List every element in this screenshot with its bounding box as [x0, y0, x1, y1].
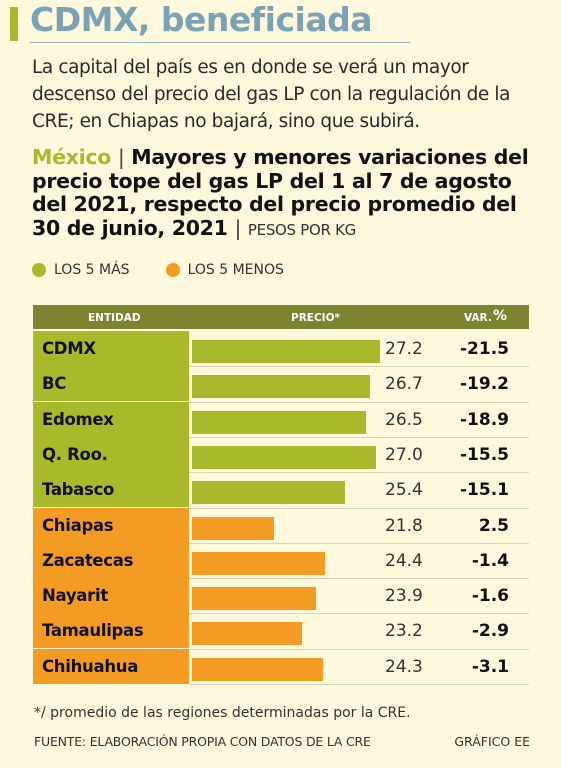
- variation-label: -18.9: [460, 409, 509, 430]
- legend-label-menos: LOS 5 MENOS: [187, 262, 284, 278]
- table-row: Tabasco 25.4 -15.1: [33, 472, 529, 508]
- chart-header: ENTIDAD PRECIO* VAR. %: [33, 305, 529, 329]
- footnote: */ promedio de las regiones determinadas…: [34, 705, 411, 721]
- row-entity-label: BC: [42, 374, 67, 394]
- column-header-var: VAR.: [464, 312, 492, 324]
- row-entity-cell: Zacatecas: [33, 542, 189, 578]
- row-entity-cell: BC: [33, 366, 189, 402]
- bar: [192, 481, 345, 505]
- chart-heading: México | Mayores y menores variaciones d…: [32, 145, 537, 242]
- row-entity-label: Nayarit: [42, 586, 108, 606]
- row-entity-cell: Q. Roo.: [33, 436, 189, 472]
- bar: [192, 516, 275, 540]
- price-label: 27.0: [385, 444, 423, 465]
- row-entity-label: Zacatecas: [42, 550, 134, 570]
- column-header-entity: ENTIDAD: [88, 312, 141, 324]
- table-row: Tamaulipas 23.2 -2.9: [33, 613, 529, 649]
- row-divider: [189, 401, 529, 403]
- table-row: Nayarit 23.9 -1.6: [33, 578, 529, 614]
- bar: [192, 622, 302, 646]
- table-row: BC 26.7 -19.2: [33, 366, 529, 402]
- price-label: 25.4: [385, 480, 423, 501]
- row-entity-cell: CDMX: [33, 331, 189, 366]
- variation-label: -1.4: [471, 550, 509, 571]
- row-divider: [189, 578, 529, 580]
- column-header-price: PRECIO*: [291, 312, 340, 324]
- variation-label: -21.5: [460, 339, 509, 359]
- price-label: 21.8: [385, 515, 423, 536]
- row-entity-label: CDMX: [42, 339, 96, 358]
- row-entity-label: Chiapas: [42, 515, 114, 535]
- variation-label: -19.2: [460, 374, 509, 395]
- variation-label: -1.6: [471, 586, 509, 607]
- variation-label: -3.1: [471, 656, 509, 677]
- table-row: Chiapas 21.8 2.5: [33, 507, 529, 543]
- row-entity-cell: Tamaulipas: [33, 613, 189, 649]
- bar: [192, 551, 326, 575]
- heading-country: México: [32, 145, 111, 169]
- heading-separator: |: [117, 145, 125, 169]
- row-divider: [189, 507, 529, 509]
- heading-text: Mayores y menores variaciones del precio…: [32, 145, 529, 240]
- row-entity-label: Edomex: [42, 409, 114, 429]
- table-row: CDMX 27.2 -21.5: [33, 331, 529, 366]
- price-label: 23.2: [385, 621, 423, 642]
- row-divider: [189, 613, 529, 615]
- variation-label: 2.5: [478, 515, 509, 536]
- row-divider: [189, 366, 529, 368]
- row-entity-cell: Tabasco: [33, 472, 189, 508]
- heading-unit-separator: |: [234, 215, 242, 240]
- legend-dot-mas: [32, 263, 46, 277]
- row-divider: [189, 684, 529, 685]
- price-label: 27.2: [385, 339, 423, 359]
- row-entity-label: Tamaulipas: [42, 621, 144, 641]
- row-entity-label: Q. Roo.: [42, 444, 108, 464]
- row-divider: [189, 436, 529, 438]
- bar: [192, 375, 371, 399]
- row-entity-cell: Edomex: [33, 401, 189, 437]
- bar: [192, 657, 324, 681]
- legend-item-mas: LOS 5 MÁS: [32, 262, 130, 278]
- bar-chart: ENTIDAD PRECIO* VAR. % CDMX 27.2 -21.5 BC 26…: [33, 305, 529, 685]
- variation-label: -15.1: [460, 480, 509, 501]
- page-title: CDMX, beneficiada: [30, 0, 373, 39]
- row-entity-cell: Chihuahua: [33, 648, 189, 684]
- variation-label: -15.5: [460, 444, 509, 465]
- bar: [192, 587, 316, 611]
- price-label: 26.5: [385, 409, 423, 430]
- legend-label-mas: LOS 5 MÁS: [54, 262, 130, 278]
- bar: [192, 445, 377, 469]
- legend-dot-menos: [165, 263, 180, 277]
- table-row: Chihuahua 24.3 -3.1: [33, 648, 529, 684]
- heading-unit: PESOS POR KG: [247, 220, 356, 239]
- table-row: Edomex 26.5 -18.9: [33, 401, 529, 437]
- price-label: 24.4: [385, 550, 423, 571]
- table-row: Zacatecas 24.4 -1.4: [33, 542, 529, 578]
- row-divider: [189, 648, 529, 650]
- price-label: 26.7: [385, 374, 423, 395]
- subtitle: La capital del país es en donde se verá …: [32, 57, 511, 132]
- row-entity-label: Tabasco: [42, 480, 115, 500]
- source-note: FUENTE: ELABORACIÓN PROPIA CON DATOS DE …: [34, 734, 371, 749]
- row-divider: [189, 472, 529, 474]
- bar: [192, 410, 367, 434]
- title-accent-bar: [10, 7, 18, 41]
- legend: LOS 5 MÁS LOS 5 MENOS: [32, 262, 320, 278]
- table-row: Q. Roo. 27.0 -15.5: [33, 436, 529, 472]
- price-label: 24.3: [385, 656, 423, 677]
- variation-label: -2.9: [471, 621, 509, 642]
- column-header-var-unit: %: [493, 308, 508, 324]
- legend-item-menos: LOS 5 MENOS: [165, 262, 284, 278]
- credit: GRÁFICO EE: [454, 734, 530, 749]
- bar: [192, 340, 380, 363]
- row-entity-label: Chihuahua: [42, 656, 139, 676]
- row-divider: [189, 542, 529, 544]
- title-underline: [30, 42, 410, 43]
- row-entity-cell: Chiapas: [33, 507, 189, 543]
- price-label: 23.9: [385, 586, 423, 607]
- row-entity-cell: Nayarit: [33, 578, 189, 614]
